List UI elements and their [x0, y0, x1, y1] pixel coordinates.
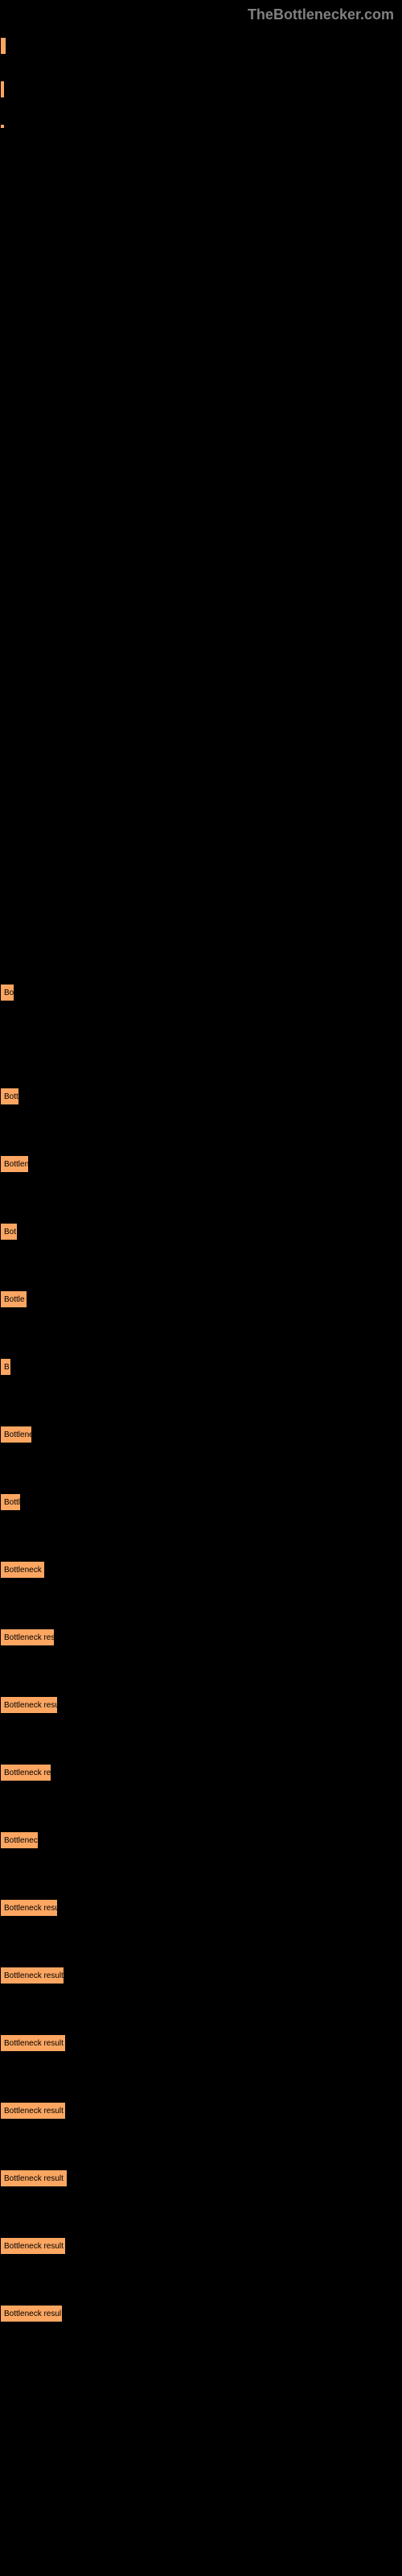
bar-row: [0, 80, 402, 98]
bar-13: Bottleneck resu: [0, 1696, 58, 1714]
bar-6: Bot: [0, 1223, 18, 1241]
bar-21: Bottleneck result: [0, 2237, 66, 2255]
bar-row: B: [0, 1358, 402, 1376]
bar-8: B: [0, 1358, 11, 1376]
bar-row: Bottleneck: [0, 1831, 402, 1849]
bar-row: Bottleneck res: [0, 1629, 402, 1646]
bar-row: Bottlen: [0, 1155, 402, 1173]
bar-5: Bottlen: [0, 1155, 29, 1173]
bar-0: [0, 37, 6, 55]
bar-row: Bottleneck result: [0, 1967, 402, 1984]
bar-row: [0, 124, 402, 129]
watermark-text: TheBottlenecker.com: [248, 6, 394, 23]
bar-7: Bottle: [0, 1290, 27, 1308]
bar-row: Bottleneck result: [0, 2169, 402, 2187]
bar-12: Bottleneck res: [0, 1629, 55, 1646]
bar-11: Bottleneck r: [0, 1561, 45, 1579]
bar-row: Bottlene: [0, 1426, 402, 1443]
bar-19: Bottleneck result: [0, 2102, 66, 2120]
bar-4: Bott: [0, 1088, 19, 1105]
bar-row: Bottleneck res: [0, 1764, 402, 1781]
bar-row: Bottleneck resul: [0, 2305, 402, 2322]
bar-row: Bo: [0, 984, 402, 1001]
bar-9: Bottlene: [0, 1426, 32, 1443]
bar-row: Bottl: [0, 1493, 402, 1511]
bar-20: Bottleneck result: [0, 2169, 68, 2187]
bar-2: [0, 124, 5, 129]
header: TheBottlenecker.com: [0, 0, 402, 32]
bar-16: Bottleneck resu: [0, 1899, 58, 1917]
bar-1: [0, 80, 5, 98]
chart-area: Bo Bott Bottlen Bot Bottle B Bottlene Bo…: [0, 37, 402, 2322]
bar-row: Bottleneck result: [0, 2102, 402, 2120]
bar-row: Bottleneck result: [0, 2034, 402, 2052]
bar-15: Bottleneck: [0, 1831, 39, 1849]
bar-row: Bottleneck resu: [0, 1899, 402, 1917]
bar-row: Bot: [0, 1223, 402, 1241]
bar-row: Bott: [0, 1088, 402, 1105]
bar-17: Bottleneck result: [0, 1967, 64, 1984]
bar-3: Bo: [0, 984, 14, 1001]
bar-10: Bottl: [0, 1493, 21, 1511]
bar-row: Bottle: [0, 1290, 402, 1308]
bar-row: Bottleneck resu: [0, 1696, 402, 1714]
bar-row: [0, 37, 402, 55]
bar-18: Bottleneck result: [0, 2034, 66, 2052]
bar-22: Bottleneck resul: [0, 2305, 63, 2322]
bar-14: Bottleneck res: [0, 1764, 51, 1781]
bar-row: Bottleneck result: [0, 2237, 402, 2255]
bar-row: Bottleneck r: [0, 1561, 402, 1579]
